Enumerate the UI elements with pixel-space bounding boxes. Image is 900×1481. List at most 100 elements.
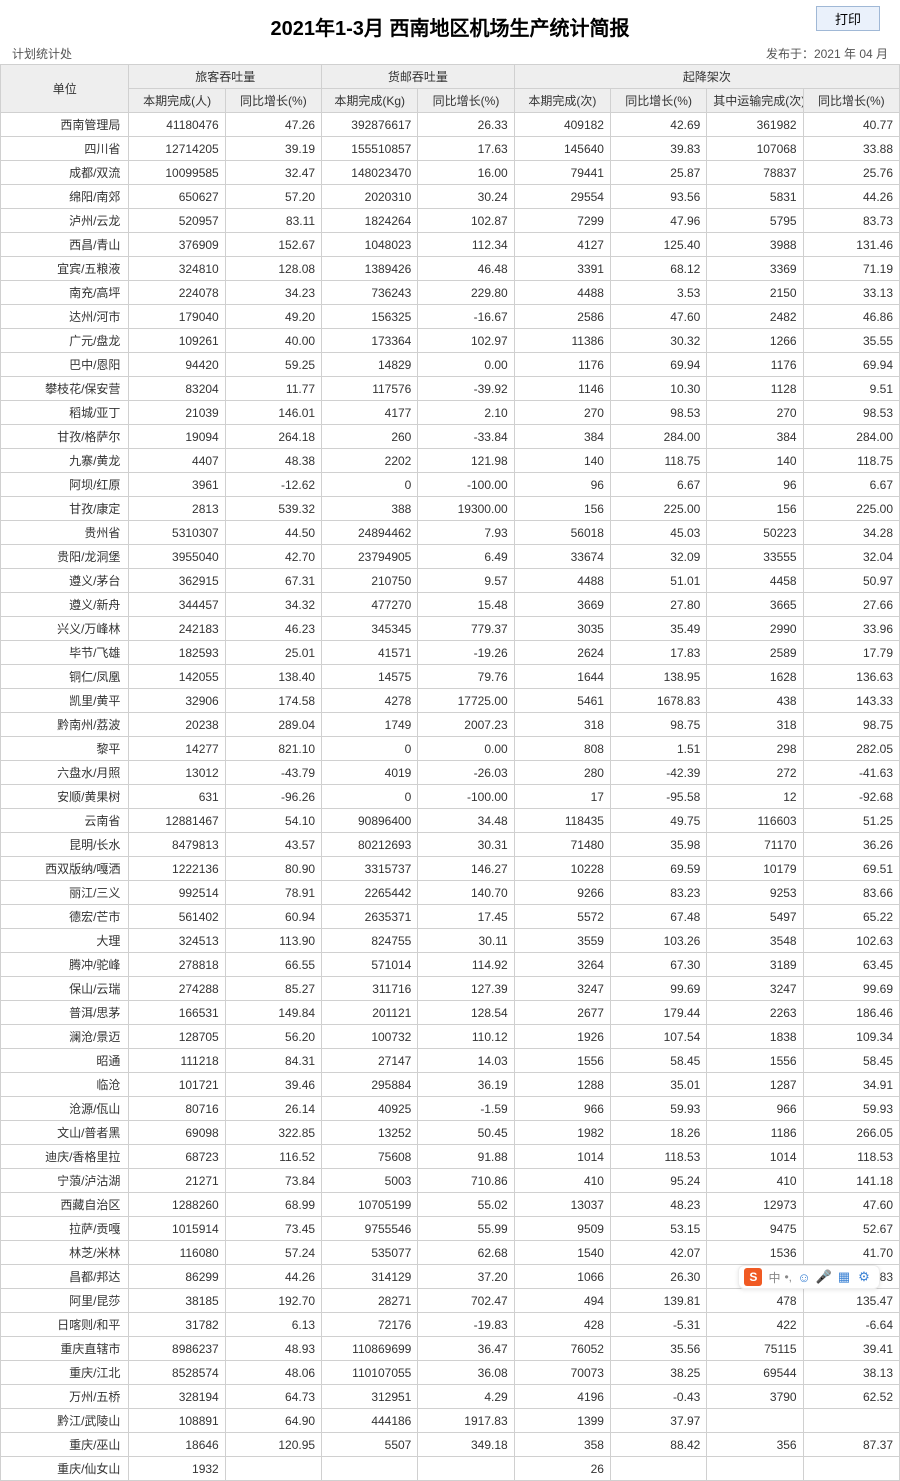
num-cell: 54.10 xyxy=(225,809,321,833)
unit-cell: 重庆/巫山 xyxy=(1,1433,129,1457)
num-cell: 48.93 xyxy=(225,1337,321,1361)
num-cell: 49.75 xyxy=(610,809,706,833)
num-cell: 10179 xyxy=(707,857,803,881)
num-cell: 2589 xyxy=(707,641,803,665)
num-cell: 166531 xyxy=(129,1001,225,1025)
num-cell: 3790 xyxy=(707,1385,803,1409)
num-cell: 384 xyxy=(707,425,803,449)
num-cell: 32.09 xyxy=(610,545,706,569)
num-cell: 66.55 xyxy=(225,953,321,977)
num-cell: 409182 xyxy=(514,113,610,137)
smile-icon: ☺ xyxy=(796,1269,812,1285)
num-cell: 47.60 xyxy=(803,1193,899,1217)
num-cell: 84.31 xyxy=(225,1049,321,1073)
num-cell: 192.70 xyxy=(225,1289,321,1313)
unit-cell: 林芝/米林 xyxy=(1,1241,129,1265)
num-cell: 1266 xyxy=(707,329,803,353)
num-cell: 225.00 xyxy=(610,497,706,521)
num-cell: 40.77 xyxy=(803,113,899,137)
num-cell: 520957 xyxy=(129,209,225,233)
table-row: 六盘水/月照13012-43.794019-26.03280-42.39272-… xyxy=(1,761,900,785)
num-cell: 69.59 xyxy=(610,857,706,881)
num-cell: 58.45 xyxy=(610,1049,706,1073)
unit-cell: 甘孜/康定 xyxy=(1,497,129,521)
num-cell: 1536 xyxy=(707,1241,803,1265)
num-cell: 118.53 xyxy=(610,1145,706,1169)
num-cell: 494 xyxy=(514,1289,610,1313)
num-cell: -100.00 xyxy=(418,785,514,809)
num-cell: 344457 xyxy=(129,593,225,617)
num-cell: 4488 xyxy=(514,281,610,305)
unit-cell: 凯里/黄平 xyxy=(1,689,129,713)
num-cell: 312951 xyxy=(322,1385,418,1409)
num-cell: 155510857 xyxy=(322,137,418,161)
num-cell: 966 xyxy=(707,1097,803,1121)
page-header: 打印 2021年1-3月 西南地区机场生产统计简报 xyxy=(0,0,900,45)
num-cell: -100.00 xyxy=(418,473,514,497)
num-cell: 9.51 xyxy=(803,377,899,401)
num-cell: 1824264 xyxy=(322,209,418,233)
num-cell: 73.45 xyxy=(225,1217,321,1241)
num-cell: 0.00 xyxy=(418,737,514,761)
num-cell: 98.75 xyxy=(803,713,899,737)
table-row: 昆明/长水847981343.578021269330.317148035.98… xyxy=(1,833,900,857)
num-cell: 1556 xyxy=(707,1049,803,1073)
num-cell: 992514 xyxy=(129,881,225,905)
num-cell: 282.05 xyxy=(803,737,899,761)
unit-cell: 达州/河市 xyxy=(1,305,129,329)
num-cell xyxy=(707,1409,803,1433)
table-row: 重庆/仙女山193226 xyxy=(1,1457,900,1481)
num-cell: 114.92 xyxy=(418,953,514,977)
published-label: 发布于：2021 年 04 月 xyxy=(766,45,888,62)
table-row: 丽江/三义99251478.912265442140.70926683.2392… xyxy=(1,881,900,905)
num-cell: 120.95 xyxy=(225,1433,321,1457)
num-cell: 69.51 xyxy=(803,857,899,881)
num-cell: 139.81 xyxy=(610,1289,706,1313)
num-cell: 561402 xyxy=(129,905,225,929)
num-cell: 1678.83 xyxy=(610,689,706,713)
print-button[interactable]: 打印 xyxy=(816,6,880,31)
num-cell: 47.60 xyxy=(610,305,706,329)
num-cell: -95.58 xyxy=(610,785,706,809)
num-cell: 44.26 xyxy=(803,185,899,209)
num-cell: 72176 xyxy=(322,1313,418,1337)
num-cell: 3369 xyxy=(707,257,803,281)
num-cell: 71170 xyxy=(707,833,803,857)
num-cell: 36.19 xyxy=(418,1073,514,1097)
unit-cell: 泸州/云龙 xyxy=(1,209,129,233)
num-cell: 11386 xyxy=(514,329,610,353)
num-cell: 56018 xyxy=(514,521,610,545)
table-row: 阿坝/红原3961-12.620-100.00966.67966.67 xyxy=(1,473,900,497)
num-cell: 322.85 xyxy=(225,1121,321,1145)
num-cell: 314129 xyxy=(322,1265,418,1289)
num-cell: 298 xyxy=(707,737,803,761)
table-row: 重庆直辖市898623748.9311086969936.477605235.5… xyxy=(1,1337,900,1361)
ime-widget[interactable]: S 中 •, ☺ 🎤 ▦ ⚙ xyxy=(738,1265,880,1289)
num-cell: 40925 xyxy=(322,1097,418,1121)
table-row: 贵州省531030744.50248944627.935601845.03502… xyxy=(1,521,900,545)
num-cell: 18.26 xyxy=(610,1121,706,1145)
num-cell: 109261 xyxy=(129,329,225,353)
num-cell: 90896400 xyxy=(322,809,418,833)
num-cell xyxy=(803,1409,899,1433)
unit-cell: 昭通 xyxy=(1,1049,129,1073)
num-cell: 43.57 xyxy=(225,833,321,857)
col-pax-done: 本期完成(人) xyxy=(129,89,225,113)
table-row: 达州/河市17904049.20156325-16.67258647.60248… xyxy=(1,305,900,329)
num-cell: 99.69 xyxy=(803,977,899,1001)
num-cell: 266.05 xyxy=(803,1121,899,1145)
col-move-trans: 其中运输完成(次) xyxy=(707,89,803,113)
num-cell: 146.27 xyxy=(418,857,514,881)
num-cell: 328194 xyxy=(129,1385,225,1409)
num-cell: 128.54 xyxy=(418,1001,514,1025)
num-cell: 33.96 xyxy=(803,617,899,641)
num-cell: 25.76 xyxy=(803,161,899,185)
num-cell: 3247 xyxy=(514,977,610,1001)
num-cell: 736243 xyxy=(322,281,418,305)
num-cell: 3315737 xyxy=(322,857,418,881)
num-cell: 311716 xyxy=(322,977,418,1001)
num-cell: 19300.00 xyxy=(418,497,514,521)
num-cell: 356 xyxy=(707,1433,803,1457)
num-cell: 272 xyxy=(707,761,803,785)
num-cell: 1982 xyxy=(514,1121,610,1145)
